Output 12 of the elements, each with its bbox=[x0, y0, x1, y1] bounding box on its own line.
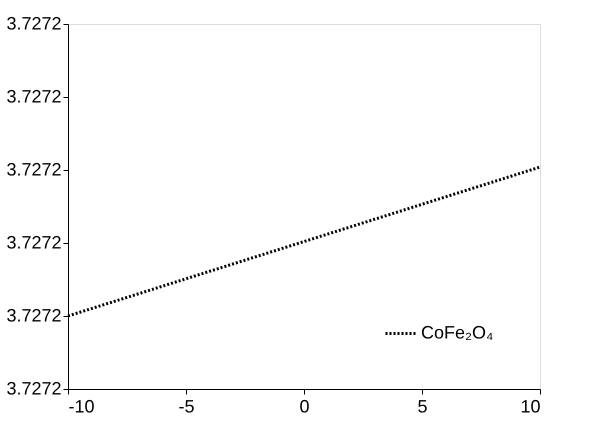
y-tick-label: 3.7272 bbox=[6, 378, 62, 398]
x-tick-label: -5 bbox=[178, 396, 195, 416]
x-tick-label: -10 bbox=[68, 396, 95, 416]
y-tick-label: 3.7272 bbox=[6, 232, 62, 252]
x-tick-label: 0 bbox=[299, 396, 310, 416]
y-tick-label: 3.7272 bbox=[6, 306, 62, 326]
x-tick-label: 10 bbox=[520, 396, 540, 416]
y-tick-label: 3.7272 bbox=[6, 86, 62, 106]
y-tick-label: 3.7272 bbox=[6, 160, 62, 180]
legend-label: CoFe₂O₄ bbox=[421, 322, 494, 342]
x-tick-label: 5 bbox=[417, 396, 428, 416]
y-tick-label: 3.7272 bbox=[6, 14, 62, 34]
